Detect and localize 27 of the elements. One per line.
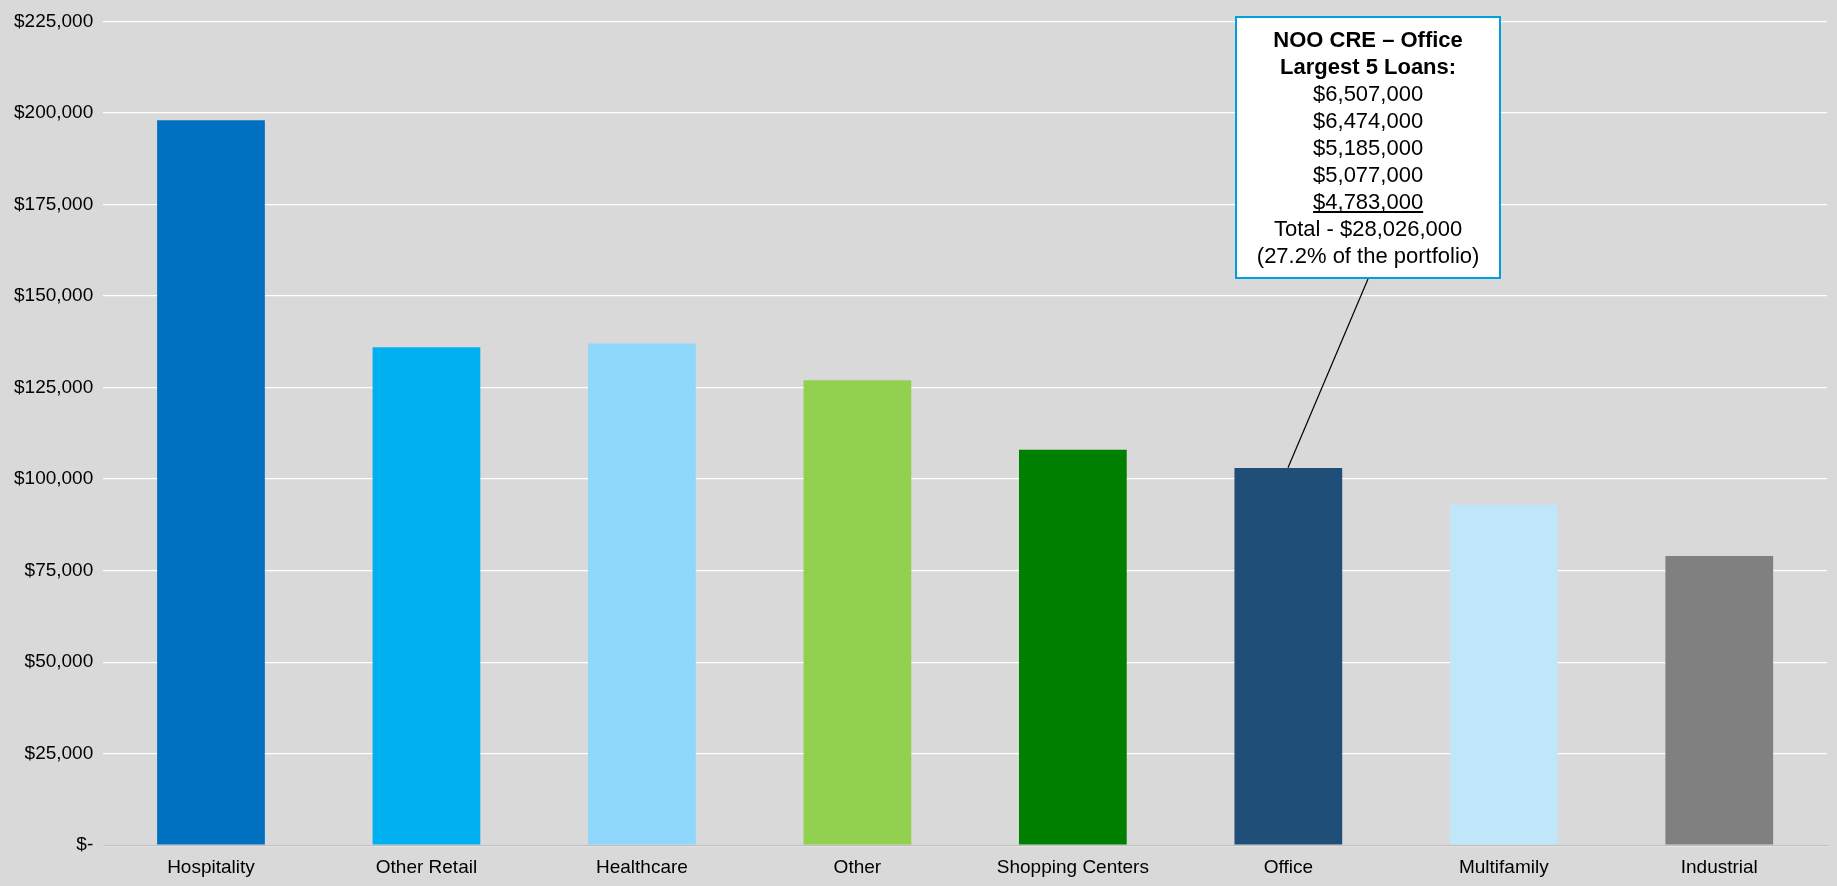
y-tick-label: $50,000 [24, 650, 94, 672]
y-tick-label: $75,000 [24, 558, 94, 580]
y-tick-label: $175,000 [14, 192, 94, 214]
y-tick-label: $150,000 [14, 284, 94, 306]
x-tick-label: Other [833, 855, 882, 877]
bar [1665, 555, 1774, 845]
bar [588, 343, 696, 845]
y-tick-label: $125,000 [14, 375, 94, 397]
x-tick-label: Shopping Centers [996, 855, 1149, 877]
x-tick-label: Industrial [1680, 855, 1758, 877]
bar [372, 347, 481, 845]
bar [803, 380, 912, 845]
x-tick-label: Other Retail [375, 855, 478, 877]
x-tick-label: Healthcare [595, 855, 688, 877]
y-tick-label: $225,000 [14, 9, 94, 31]
x-tick-label: Office [1263, 855, 1313, 877]
y-tick-label: $200,000 [14, 101, 94, 123]
x-tick-label: Multifamily [1458, 855, 1550, 877]
bar [1018, 449, 1127, 845]
y-tick-label: $- [76, 833, 94, 855]
y-tick-label: $25,000 [24, 741, 94, 763]
bar [1449, 504, 1558, 845]
bar [157, 120, 265, 845]
y-tick-label: $100,000 [14, 467, 94, 489]
text: NOO CRE – Office Largest 5 Loans: $6,507,000 $6,474,000 $5,185,000 $5,077,000 $4,783,000 Total - $28,026,000 (27.2% of the portfolio) [1256, 27, 1480, 269]
x-tick-label: Hospitality [167, 855, 256, 877]
bar [1234, 468, 1343, 845]
